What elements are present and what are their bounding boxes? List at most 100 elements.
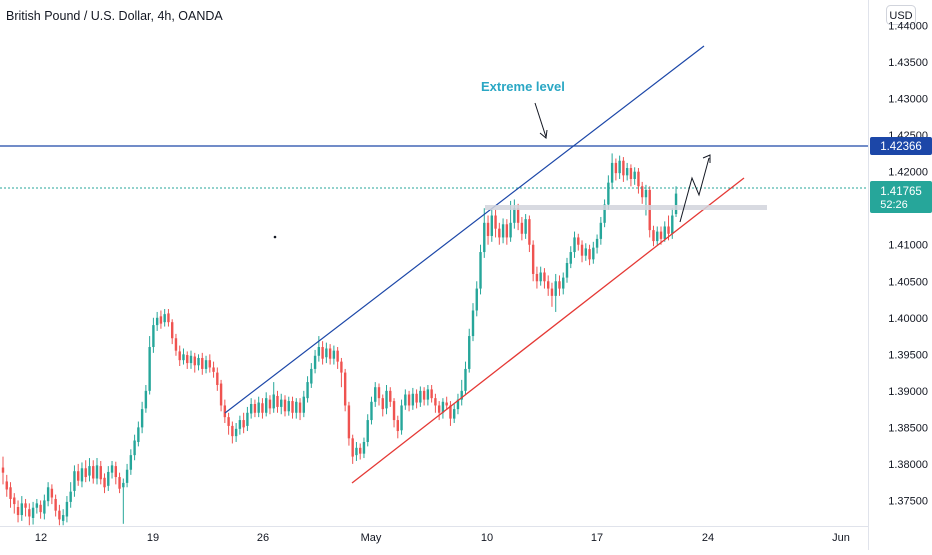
candle-body [381,398,384,410]
candle [28,503,31,526]
currency-label: USD [889,10,912,22]
candle [39,500,42,519]
candle-body [5,481,8,490]
candle-body [223,405,227,418]
candle [332,345,336,365]
upper-trendline[interactable] [224,45,705,414]
candle [449,401,452,426]
candle [558,275,561,296]
candle [73,465,76,497]
candle-body [340,361,343,373]
candle-body [674,193,678,215]
candle-body [584,248,587,256]
annotation-arrowhead-icon [539,129,548,139]
candle [633,167,636,185]
candle-body [99,466,102,480]
candle [460,379,463,406]
candle [422,387,426,406]
candle-body [148,347,151,391]
candle-body [407,394,411,406]
candle [80,462,84,488]
annotation-text: Extreme level [481,79,565,94]
candle [148,336,151,395]
candle [396,415,399,439]
annotation-arrow [534,102,547,138]
candle-body [396,420,399,432]
candle [5,474,8,497]
candle-body [422,390,426,400]
candle [592,241,595,264]
candle [242,412,245,434]
candle [400,399,403,435]
candle [249,398,253,419]
candle-body [520,222,524,234]
candle [283,395,287,417]
candle [328,344,332,365]
candle-body [110,465,114,473]
candle-body [479,252,482,289]
candle-body [92,466,95,479]
candle-body [306,382,309,399]
candle-body [599,222,603,239]
candle-body [644,189,648,198]
candle [163,309,166,327]
candle [204,355,208,374]
candle-body [580,244,584,256]
candle-body [253,403,257,413]
candle-body [174,338,178,351]
candle [674,186,678,217]
candle [659,226,663,245]
level-price-tag: 1.42366 [870,137,932,155]
candle [298,398,302,421]
candle [295,398,298,419]
candle [340,357,343,388]
candle-body [84,468,87,478]
support-trendline[interactable] [351,177,745,484]
resistance-zone[interactable] [485,205,767,210]
candle-body [366,420,369,442]
candle-body [370,401,373,421]
time-axis-labels: 12 19 26 May 10 17 24 Jun [35,532,850,544]
candle [107,466,110,491]
candle-body [125,469,129,483]
y-tick-label: 1.43000 [888,94,928,106]
candle-body [505,224,509,238]
currency-button[interactable]: USD [886,5,916,25]
candle-body [265,398,268,413]
candle-body [208,360,211,368]
candle-body [58,510,61,520]
candle [13,493,16,514]
candle [122,478,125,524]
candle [411,387,415,410]
candle [385,385,388,415]
candle-body [272,394,275,409]
candle [46,482,50,507]
candle [182,348,185,365]
candle [539,266,542,286]
candle-body [313,355,317,369]
candle [464,361,467,396]
candle-body [88,466,91,476]
candle [389,387,392,407]
candle [475,281,478,317]
candle [140,401,144,434]
candle-body [343,372,347,406]
candle [216,367,219,391]
candle [253,399,257,418]
candle [265,392,268,417]
candle-body [453,409,456,419]
candle-body [287,401,290,412]
y-tick-label: 1.38000 [888,459,928,471]
candle-body [475,288,478,311]
countdown-text: 52:26 [880,199,908,211]
candle-body [516,208,520,223]
candle [595,234,599,254]
candle [577,233,580,251]
candle-body [550,288,554,296]
candle [456,393,460,415]
candle [520,216,524,241]
candle [362,437,366,459]
